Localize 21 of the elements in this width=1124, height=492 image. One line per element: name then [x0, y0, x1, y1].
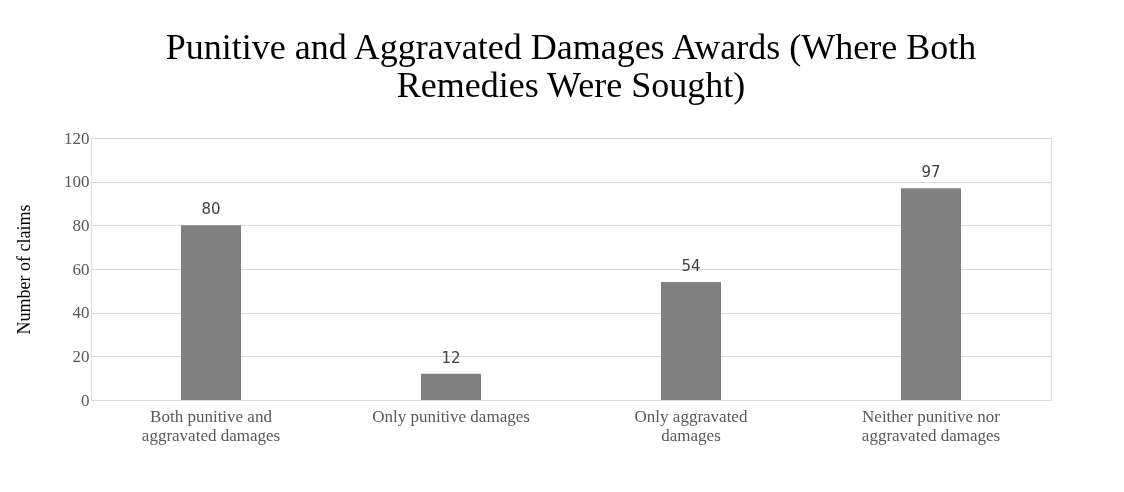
bar [901, 188, 961, 400]
bar [421, 373, 481, 400]
x-tick-label: Both punitive and aggravated damages [141, 406, 281, 445]
x-tick-label: Only aggravated damages [634, 406, 748, 445]
data-label: 12 [441, 348, 461, 367]
data-label: 54 [681, 257, 701, 276]
bar [181, 225, 241, 400]
x-tick-label: Only punitive damages [372, 406, 530, 426]
bar [661, 282, 721, 400]
y-tick-label: 20 [72, 346, 90, 366]
y-tick-label: 80 [72, 215, 90, 235]
y-tick-label: 60 [72, 259, 90, 279]
data-label: 80 [201, 200, 221, 219]
x-tick-label: Neither punitive nor aggravated damages [861, 406, 1001, 445]
chart-title: Punitive and Aggravated Damages Awards (Where Both Remedies Were Sought) [165, 27, 977, 105]
y-tick-label: 0 [81, 390, 90, 410]
y-tick-label: 100 [64, 172, 90, 192]
y-tick-label: 120 [64, 128, 90, 148]
y-tick-label: 40 [72, 303, 90, 323]
data-label: 97 [921, 163, 941, 182]
y-axis-title: Number of claims [14, 204, 34, 335]
